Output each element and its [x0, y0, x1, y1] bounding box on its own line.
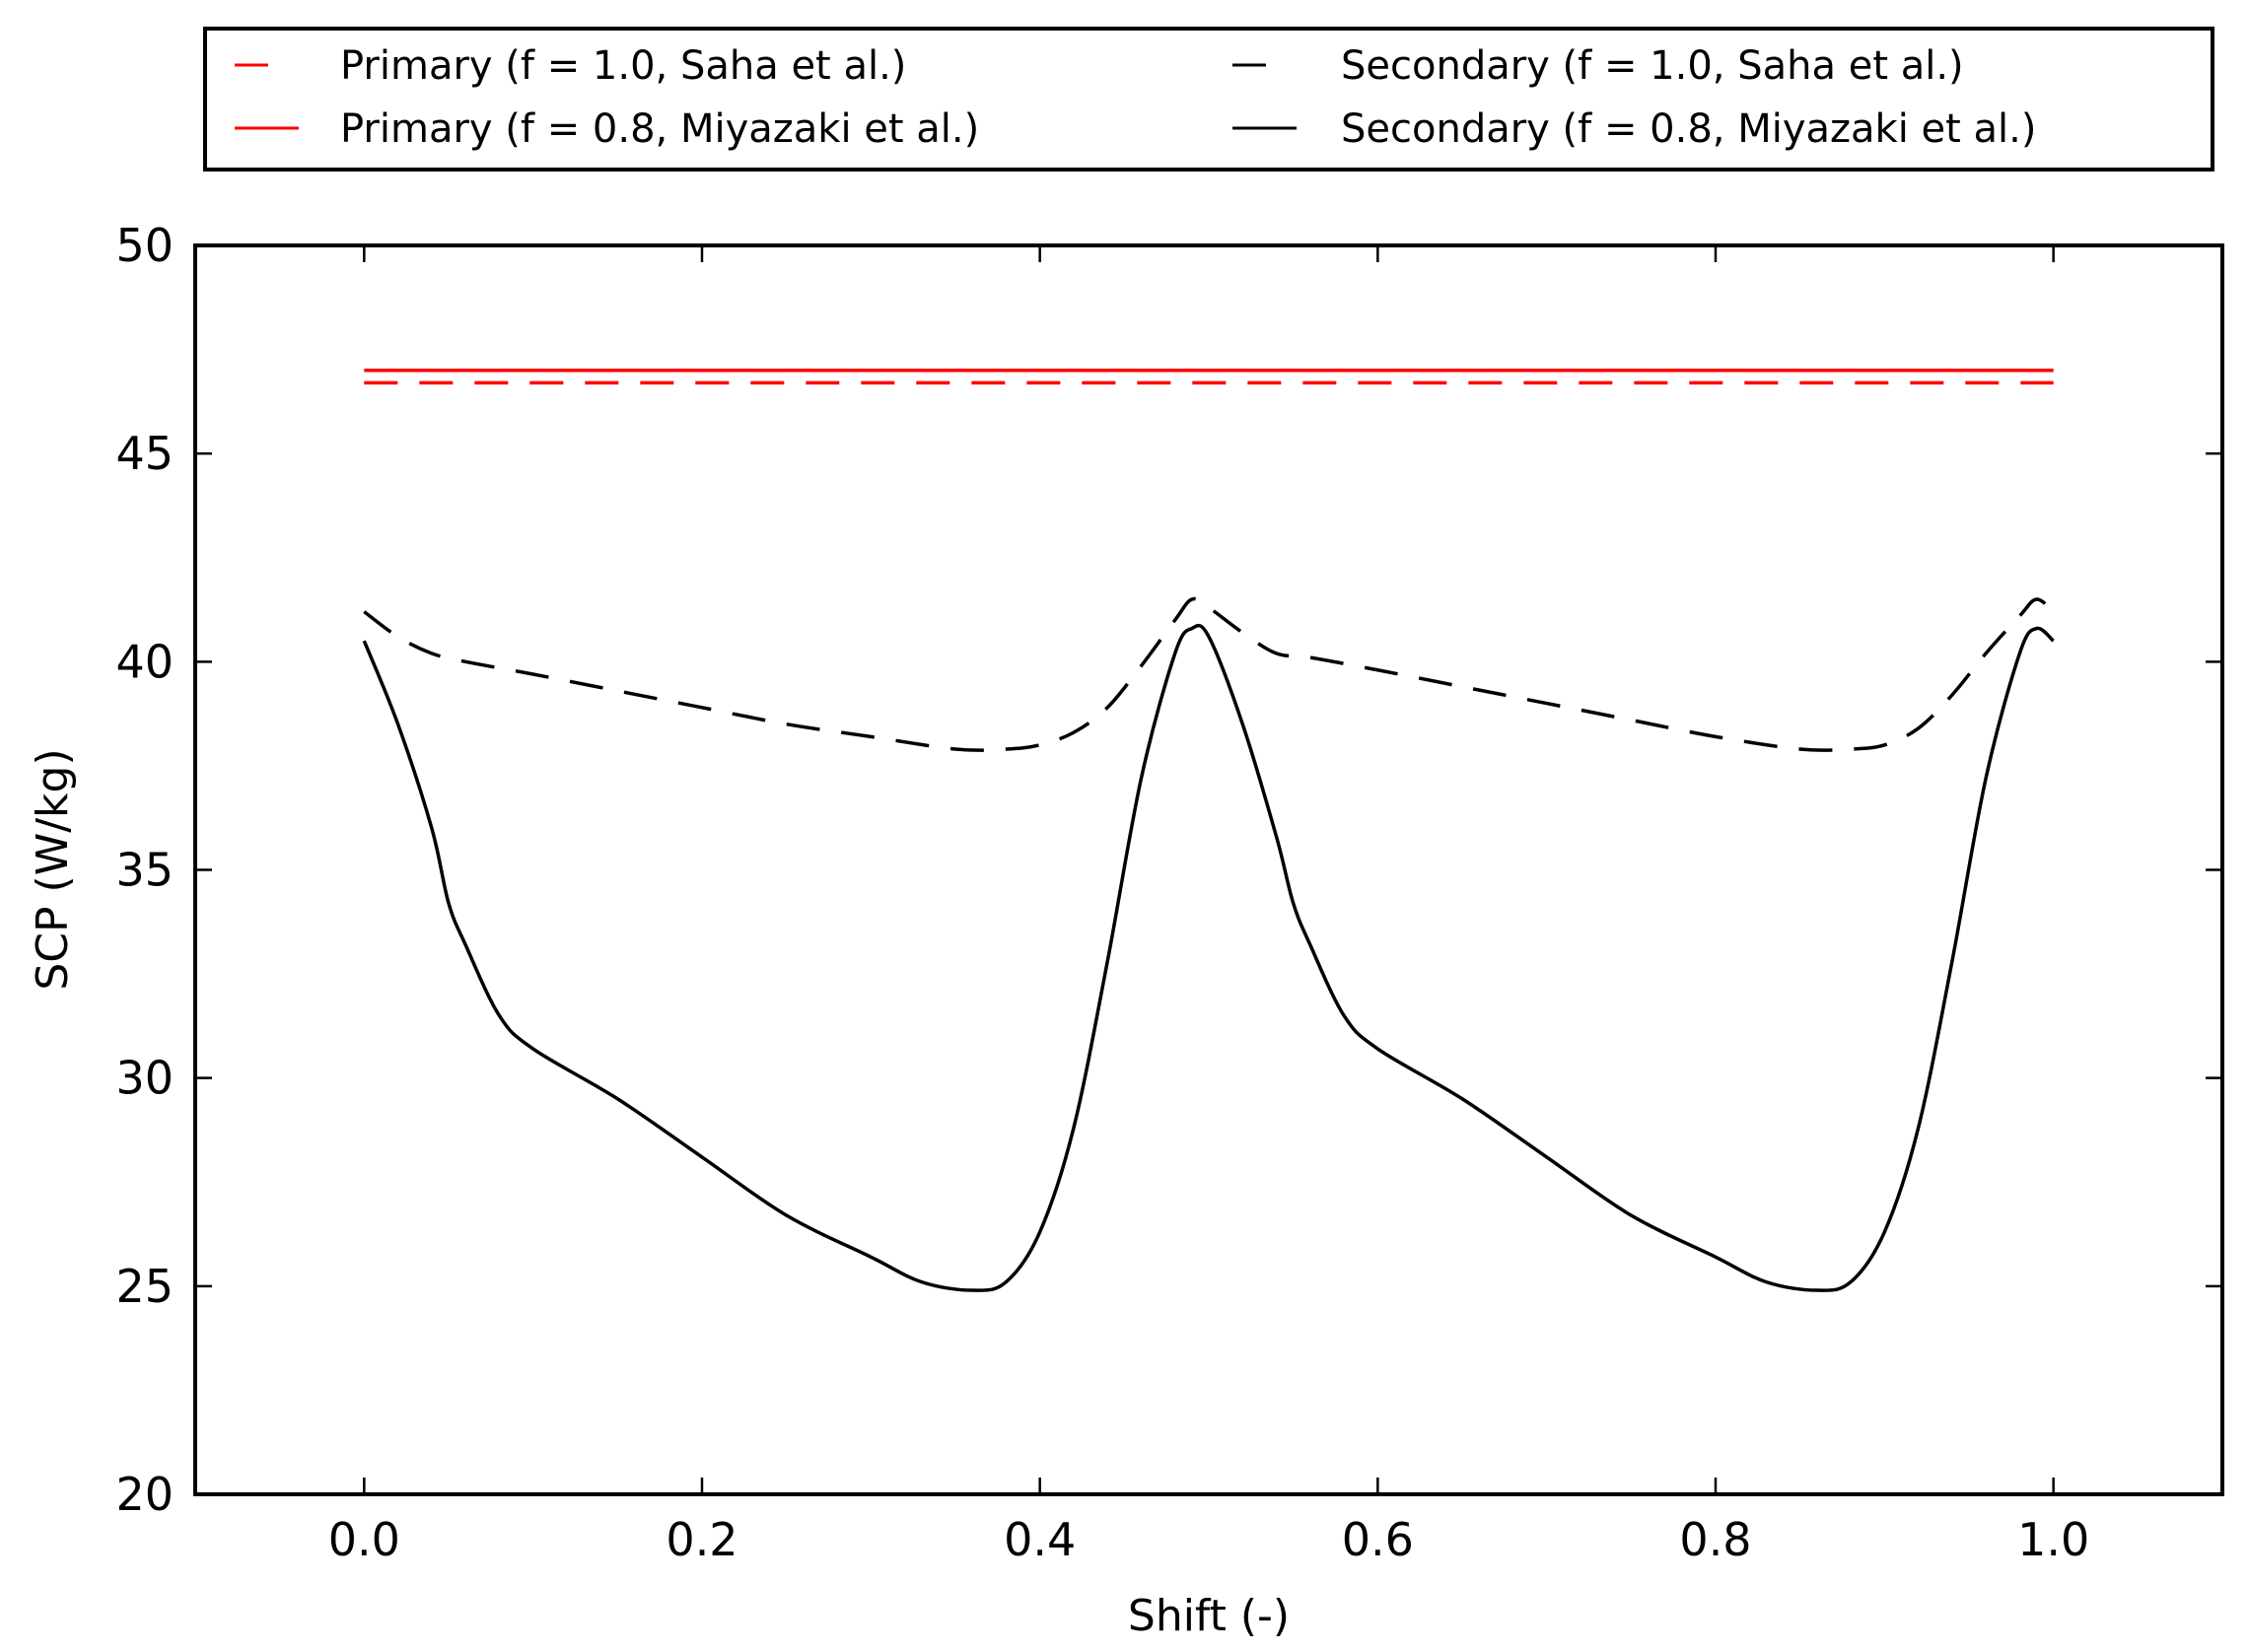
y-tick-label: 45 [115, 427, 174, 480]
legend-label-primary-miyazaki: Primary (f = 0.8, Miyazaki et al.) [340, 106, 979, 152]
ticks-layer: 0.0 0.2 0.4 0.6 0.8 1.0 20 25 30 35 40 45 50 [115, 219, 2222, 1566]
legend-frame [203, 27, 2214, 172]
series-secondary-miyazaki [362, 623, 2055, 1292]
y-axis-label: SCP (W/kg) [28, 748, 78, 990]
plot-area: 0.0 0.2 0.4 0.6 0.8 1.0 20 25 30 35 40 45 50 [115, 219, 2224, 1566]
y-tick-label: 40 [115, 635, 174, 688]
series-secondary-saha [363, 596, 2055, 752]
y-tick-label: 50 [115, 219, 174, 272]
x-tick-label: 0.8 [1679, 1513, 1751, 1566]
legend: Primary (f = 1.0, Saha et al.) Primary (… [203, 27, 2214, 172]
y-tick-label: 20 [115, 1468, 174, 1521]
legend-label-secondary-miyazaki: Secondary (f = 0.8, Miyazaki et al.) [1341, 106, 2037, 152]
series-layer [362, 368, 2055, 1292]
x-axis-label: Shift (-) [1128, 1591, 1290, 1641]
y-tick-label: 30 [115, 1052, 174, 1105]
y-tick-label: 35 [115, 844, 174, 897]
x-tick-label: 0.0 [328, 1513, 400, 1566]
legend-label-primary-saha: Primary (f = 1.0, Saha et al.) [340, 43, 906, 89]
x-tick-label: 0.2 [666, 1513, 738, 1566]
x-tick-label: 1.0 [2017, 1513, 2089, 1566]
legend-label-secondary-saha: Secondary (f = 1.0, Saha et al.) [1341, 43, 1964, 89]
x-tick-label: 0.4 [1004, 1513, 1076, 1566]
x-tick-label: 0.6 [1342, 1513, 1414, 1566]
plot-frame [193, 243, 2224, 1496]
y-tick-label: 25 [115, 1260, 174, 1313]
